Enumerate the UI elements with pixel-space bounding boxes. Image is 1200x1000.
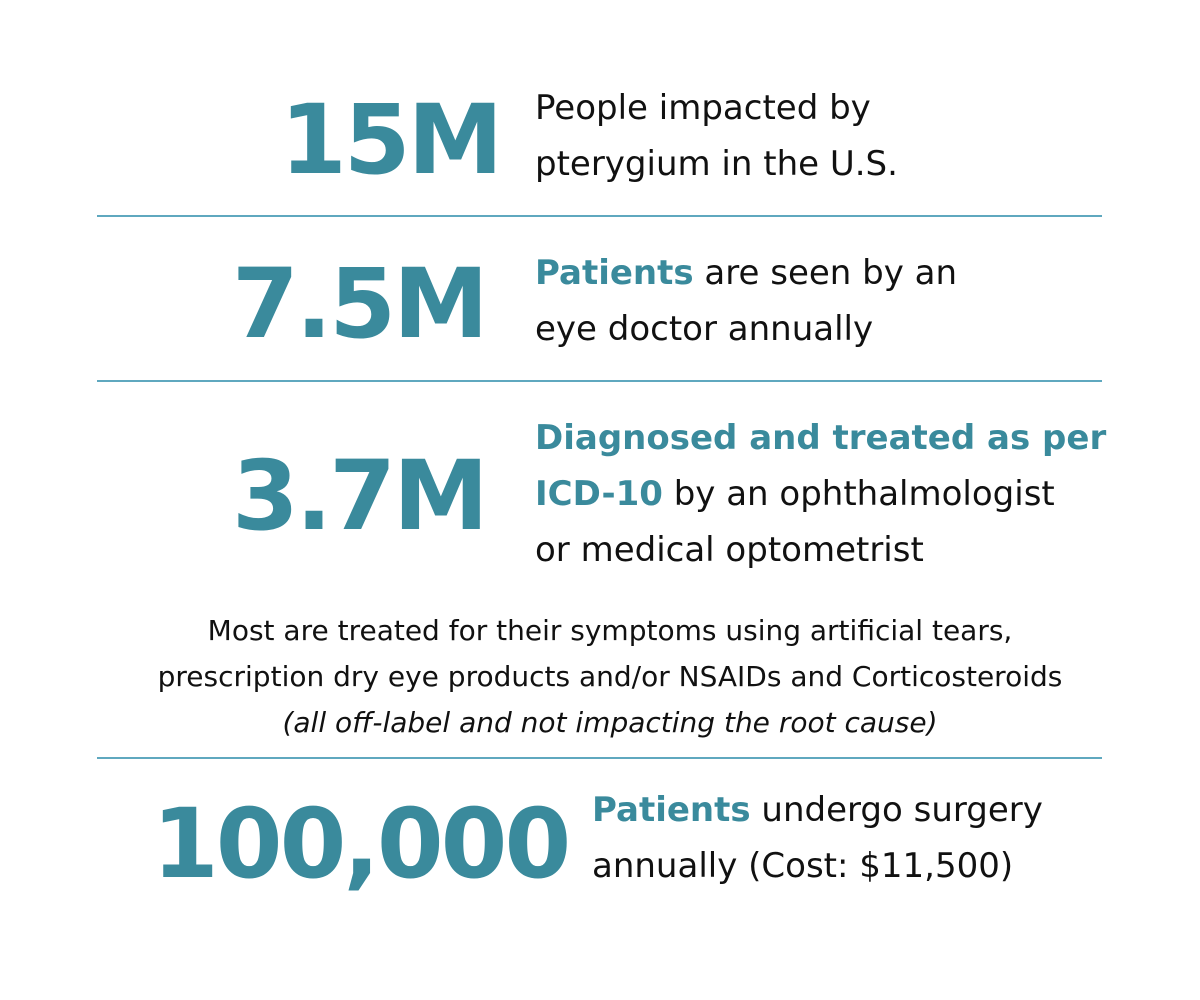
description-line: pterygium in the U.S. (535, 144, 898, 184)
stat-people-impacted-description: People impacted by pterygium in the U.S. (535, 80, 898, 192)
description-line: are seen by an (693, 253, 958, 293)
stat-people-impacted: 15M (280, 84, 503, 196)
note-line: prescription dry eye products and/or NSA… (157, 660, 1063, 693)
note-line: Most are treated for their symptoms usin… (207, 614, 1013, 647)
description-line: annually (Cost: $11,500) (592, 846, 1014, 886)
description-line: by an ophthalmologist (662, 474, 1055, 514)
stat-diagnosed-treated: 3.7M (232, 440, 489, 552)
stat-patients-seen-description: Patients are seen by an eye doctor annua… (535, 245, 957, 357)
description-line: eye doctor annually (535, 309, 874, 349)
note-italic-line: (all off-label and not impacting the roo… (282, 706, 938, 739)
stat-surgery-patients-description: Patients undergo surgery annually (Cost:… (592, 782, 1043, 894)
stat-diagnosed-treated-description: Diagnosed and treated as per ICD-10 by a… (535, 410, 1106, 578)
description-highlight: Patients (535, 253, 694, 293)
divider (97, 215, 1102, 217)
description-highlight: Diagnosed and treated as per (535, 418, 1107, 458)
stat-surgery-patients: 100,000 (152, 788, 571, 900)
description-line: or medical optometrist (535, 530, 924, 570)
description-line: People impacted by (535, 88, 871, 128)
treatment-note: Most are treated for their symptoms usin… (60, 608, 1160, 746)
description-highlight: ICD-10 (535, 474, 663, 514)
stat-patients-seen: 7.5M (232, 248, 489, 360)
divider (97, 757, 1102, 759)
divider (97, 380, 1102, 382)
description-highlight: Patients (592, 790, 751, 830)
description-line: undergo surgery (750, 790, 1043, 830)
